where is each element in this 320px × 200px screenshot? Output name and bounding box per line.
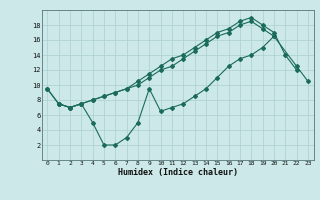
X-axis label: Humidex (Indice chaleur): Humidex (Indice chaleur) <box>118 168 237 177</box>
